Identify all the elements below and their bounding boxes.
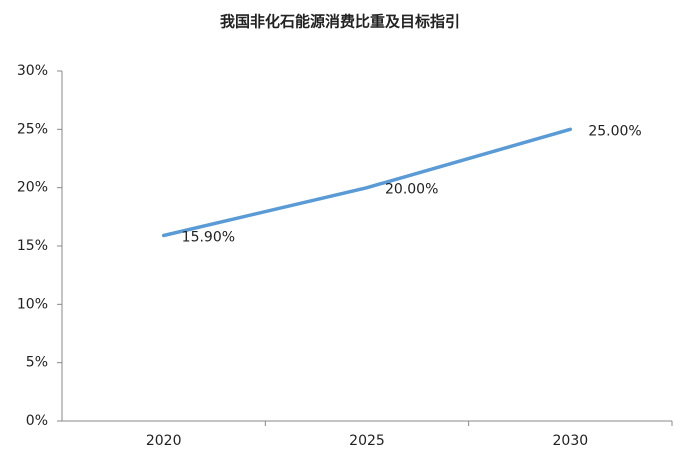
line: [161, 127, 573, 238]
y-tick-label: 30%: [17, 63, 48, 79]
y-tick-label: 20%: [17, 180, 48, 196]
data-label: 15.90%: [182, 230, 235, 246]
x-tick-label: 2030: [553, 433, 589, 449]
data-label: 20.00%: [385, 182, 438, 198]
y-tick-label: 5%: [26, 355, 48, 371]
y-tick-label: 10%: [17, 296, 48, 312]
data-label: 25.00%: [588, 123, 641, 139]
y-tick-label: 0%: [26, 413, 48, 429]
x-tick-label: 2020: [146, 433, 182, 449]
y-tick-label: 25%: [17, 121, 48, 137]
y-tick-label: 15%: [17, 238, 48, 254]
chart-title: 我国非化石能源消费比重及目标指引: [220, 13, 460, 31]
x-tick-label: 2025: [349, 433, 385, 449]
